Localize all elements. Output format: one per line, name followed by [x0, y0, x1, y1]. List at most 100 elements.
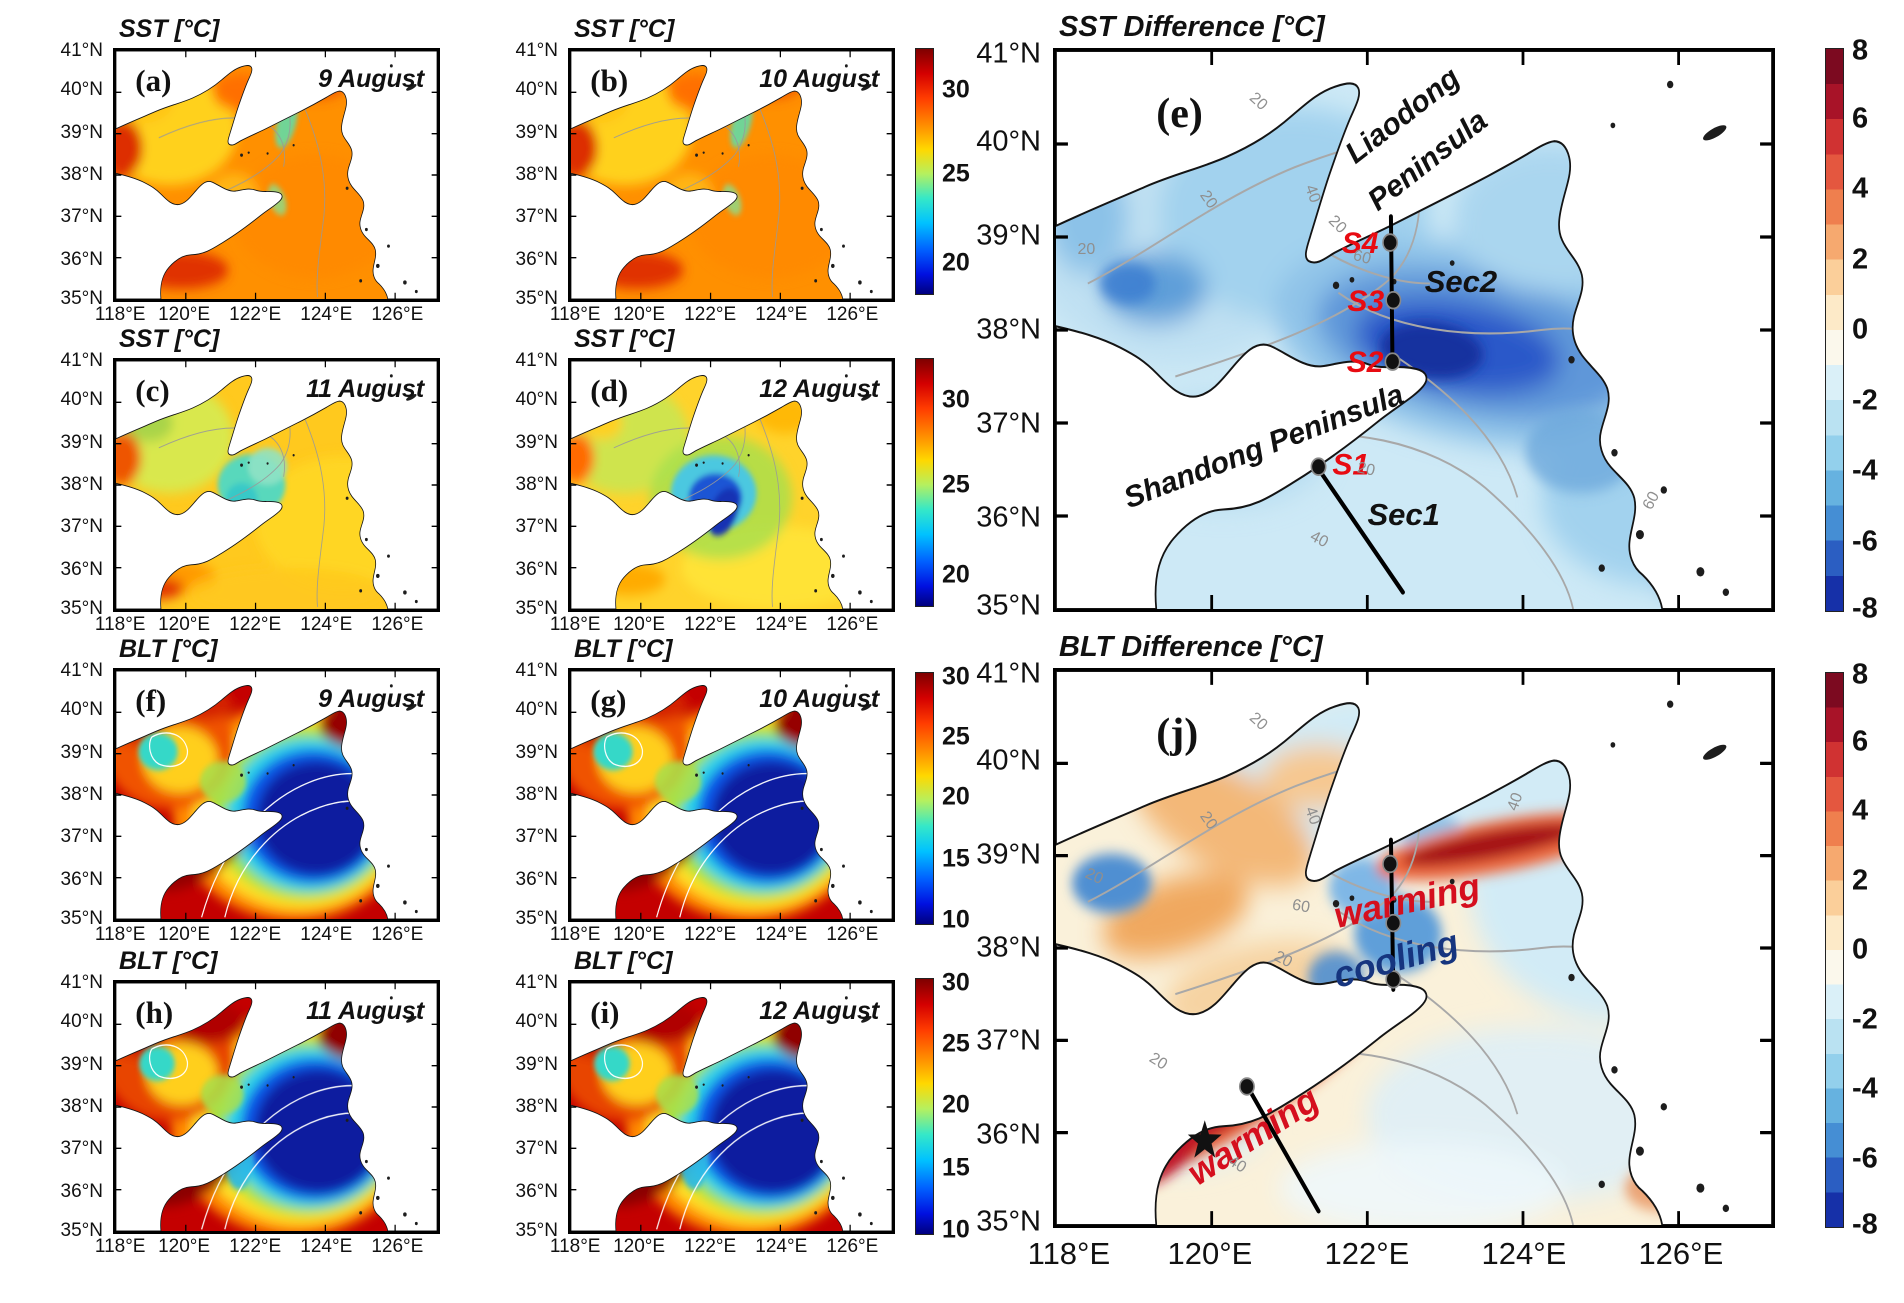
- y-tick-label: 37°N: [515, 516, 558, 538]
- x-tick-label: 126°E: [371, 614, 424, 635]
- panel-i-x-axis: 118°E 120°E 122°E 124°E 126°E: [550, 1236, 895, 1262]
- panel-b-map: (b) 10 August: [568, 48, 895, 302]
- panel-h-x-axis: 118°E 120°E 122°E 124°E 126°E: [95, 1236, 440, 1262]
- y-tick-label: 39°N: [60, 431, 103, 453]
- colorbar-sst-row1: 30 25 20: [915, 48, 1015, 295]
- panel-g-x-axis: 118°E 120°E 122°E 124°E 126°E: [550, 924, 895, 950]
- station-label-s3: S3: [1347, 285, 1385, 319]
- y-tick-label: 40°N: [515, 79, 558, 101]
- colorbar-tick: 20: [942, 782, 970, 811]
- y-tick-label: 40°N: [976, 744, 1041, 777]
- colorbar-tick: 0: [1852, 933, 1869, 966]
- y-tick-label: 38°N: [976, 931, 1041, 964]
- y-tick-label: 39°N: [515, 1053, 558, 1075]
- colorbar-tick: -6: [1852, 1142, 1878, 1174]
- y-tick-label: 37°N: [60, 516, 103, 538]
- x-tick-label: 126°E: [1638, 1236, 1724, 1271]
- y-tick-label: 38°N: [515, 784, 558, 805]
- x-tick-label: 122°E: [229, 1236, 282, 1257]
- y-tick-label: 41°N: [515, 39, 558, 61]
- section-label-sec2: Sec2: [1424, 264, 1498, 300]
- contour-label: 20: [1355, 459, 1377, 480]
- colorbar-tick: 2: [1852, 864, 1869, 896]
- y-tick-label: 38°N: [515, 164, 558, 185]
- x-tick-label: 126°E: [371, 924, 424, 945]
- colorbar-tick: 25: [942, 159, 970, 188]
- panel-d-letter: (d): [590, 373, 629, 409]
- y-tick-label: 37°N: [60, 206, 103, 228]
- y-tick-label: 37°N: [976, 1024, 1041, 1057]
- colorbar-tick: 4: [1852, 172, 1869, 205]
- station-label-s4: S4: [1341, 226, 1379, 260]
- x-tick-label: 120°E: [158, 614, 211, 635]
- y-tick-label: 36°N: [515, 558, 558, 580]
- panel-g-letter: (g): [590, 683, 627, 719]
- y-tick-label: 35°N: [60, 908, 103, 930]
- panel-j-letter: (j): [1156, 710, 1199, 757]
- colorbar-diff-j: 8 6 4 2 0 -2 -4 -6 -8: [1825, 658, 1904, 1241]
- panel-d-date-label: 12 August: [759, 374, 880, 403]
- y-tick-label: 40°N: [976, 125, 1041, 158]
- y-tick-label: 41°N: [60, 971, 103, 993]
- y-tick-label: 37°N: [976, 407, 1041, 440]
- panel-i-map: (i) 12 August: [568, 980, 895, 1234]
- y-tick-label: 36°N: [976, 501, 1041, 534]
- x-tick-label: 124°E: [300, 614, 353, 635]
- panel-a-date-label: 9 August: [318, 64, 425, 93]
- y-tick-label: 36°N: [60, 868, 103, 890]
- x-tick-label: 122°E: [684, 924, 737, 945]
- x-tick-label: 118°E: [549, 924, 601, 945]
- y-tick-label: 41°N: [515, 349, 558, 371]
- y-tick-label: 35°N: [515, 908, 558, 930]
- y-tick-label: 35°N: [515, 598, 558, 620]
- x-tick-label: 124°E: [755, 304, 808, 325]
- y-tick-label: 36°N: [60, 248, 103, 270]
- y-tick-label: 41°N: [515, 659, 558, 681]
- colorbar-sst-row2: 30 25 20: [915, 358, 1015, 607]
- panel-d-map: (d) 12 August: [568, 358, 895, 612]
- section-lines-j: [1187, 837, 1402, 1214]
- y-tick-label: 41°N: [60, 349, 103, 371]
- panel-j-x-axis: 118°E 120°E 122°E 124°E 126°E: [1028, 1236, 1775, 1280]
- y-tick-label: 40°N: [515, 1011, 558, 1033]
- panel-b-letter: (b): [590, 63, 629, 99]
- colorbar-tick: 30: [942, 385, 970, 414]
- panel-i-date-label: 12 August: [759, 996, 880, 1025]
- colorbar-tick: -8: [1852, 592, 1878, 625]
- panel-i-letter: (i): [590, 995, 620, 1031]
- x-tick-label: 118°E: [1027, 1236, 1111, 1271]
- y-tick-label: 38°N: [60, 164, 103, 185]
- colorbar-tick: 6: [1852, 725, 1869, 757]
- panel-a-variable-label: SST [°C]: [119, 15, 220, 43]
- colorbar-tick: -4: [1852, 1072, 1878, 1105]
- panel-h-date-label: 11 August: [306, 996, 425, 1025]
- panel-a-y-axis: 41°N 40°N 39°N 38°N 37°N 36°N 35°N: [47, 40, 107, 310]
- x-tick-label: 120°E: [158, 1236, 211, 1257]
- x-tick-label: 124°E: [755, 614, 808, 635]
- contour-label: 20: [1077, 240, 1096, 258]
- colorbar-tick: 6: [1852, 102, 1869, 134]
- y-tick-label: 41°N: [60, 39, 103, 61]
- panel-e: SST Difference [°C] (e) S4 S3 S2 S1 Sec2: [976, 11, 1775, 622]
- y-tick-label: 38°N: [60, 784, 103, 805]
- y-tick-label: 39°N: [976, 838, 1041, 871]
- panel-g-map: (g) 10 August: [568, 668, 895, 922]
- colorbar-tick: 30: [942, 75, 970, 104]
- contour-label: 60: [1291, 896, 1312, 917]
- colorbar-tick: -2: [1852, 384, 1878, 416]
- panel-b-x-axis: 118°E 120°E 122°E 124°E 126°E: [550, 304, 895, 330]
- panel-f-x-axis: 118°E 120°E 122°E 124°E 126°E: [95, 924, 440, 950]
- section-lines-e: [1310, 214, 1405, 595]
- colorbar-tick: 30: [942, 968, 970, 997]
- y-tick-label: 36°N: [515, 868, 558, 890]
- colorbar-tick: 20: [942, 1090, 970, 1119]
- x-tick-label: 122°E: [684, 304, 737, 325]
- panel-f-date-label: 9 August: [318, 684, 425, 713]
- x-tick-label: 126°E: [826, 924, 879, 945]
- panel-c-date-label: 11 August: [306, 374, 425, 403]
- x-tick-label: 118°E: [549, 614, 601, 635]
- x-tick-label: 118°E: [549, 304, 601, 325]
- y-tick-label: 40°N: [515, 389, 558, 411]
- y-tick-label: 35°N: [976, 1205, 1041, 1238]
